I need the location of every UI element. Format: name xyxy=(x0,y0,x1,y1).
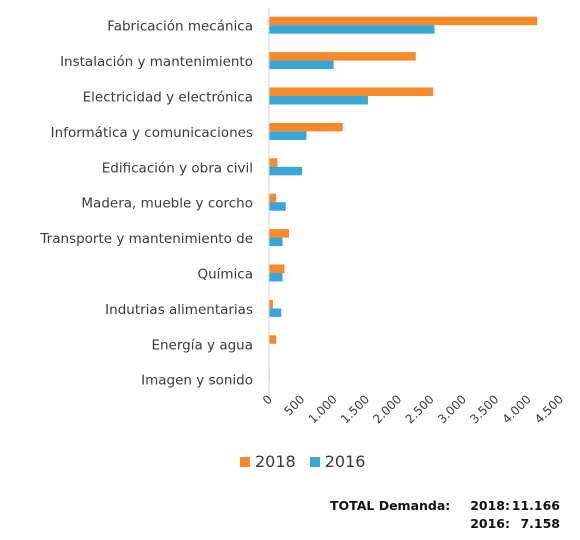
bar-2016 xyxy=(269,166,302,176)
totals-row-2018: TOTAL Demanda: 2018: 11.166 xyxy=(330,496,560,514)
x-tick-label: 0 xyxy=(260,392,275,407)
legend-swatch-2018 xyxy=(240,456,250,467)
legend-item-2016: 2016 xyxy=(309,452,366,471)
bar-2018 xyxy=(269,158,278,167)
legend-swatch-2016 xyxy=(309,456,320,467)
legend-label-2016: 2016 xyxy=(324,452,366,471)
legend: 2018 2016 xyxy=(240,452,379,471)
bar-2016 xyxy=(269,237,283,247)
totals-year-2016: 2016: xyxy=(470,515,510,531)
bars xyxy=(269,16,538,380)
bar-2018 xyxy=(269,16,538,26)
bar-2018 xyxy=(269,87,434,96)
totals-year-2018: 2018: xyxy=(470,497,510,513)
bar-2016 xyxy=(269,131,307,140)
category-label: Informática y comunicaciones xyxy=(51,125,253,141)
bar-2018 xyxy=(269,299,273,309)
bar-2016 xyxy=(269,25,435,34)
category-label: Edificación y obra civil xyxy=(102,160,253,176)
x-tick-labels: 0 5001.0001.5002.0002.5003.0003.5004.0004… xyxy=(260,392,566,426)
bar-2018 xyxy=(269,122,343,132)
x-tick-label: 3.500 xyxy=(467,392,501,426)
totals-value-2018: 11.166 xyxy=(511,497,560,513)
x-tick-label: 4.500 xyxy=(532,392,566,426)
category-label: Química xyxy=(197,267,253,283)
legend-item-2018: 2018 xyxy=(240,452,296,471)
totals-value-2016: 7.158 xyxy=(520,515,560,531)
bar-2016 xyxy=(269,202,286,211)
category-label: Imagen y sonido xyxy=(141,373,253,389)
bar-2016 xyxy=(269,308,282,317)
category-label: Electricidad y electrónica xyxy=(83,90,253,106)
bar-2016 xyxy=(269,96,368,105)
totals-block: TOTAL Demanda: 2018: 11.166 2016: 7.158 xyxy=(330,496,560,532)
category-label: Instalación y mantenimiento xyxy=(60,54,253,70)
category-label: Energía y agua xyxy=(151,337,253,353)
x-tick-label: 2.500 xyxy=(403,392,437,426)
category-labels: Fabricación mecánica Instalación y manten… xyxy=(39,19,253,389)
bar-chart: Fabricación mecánica Instalación y manten… xyxy=(39,8,566,426)
bar-2018 xyxy=(269,335,277,344)
bar-2018 xyxy=(269,229,290,238)
category-label: Transporte y mantenimiento de xyxy=(39,231,253,247)
bar-2016 xyxy=(269,273,283,282)
bar-2018 xyxy=(269,264,285,273)
x-tick-label: 2.000 xyxy=(370,392,404,426)
legend-label-2018: 2018 xyxy=(255,452,296,471)
x-tick-label: 500 xyxy=(281,392,307,418)
x-tick-label: 1.500 xyxy=(338,392,372,426)
bar-2018 xyxy=(269,52,416,61)
category-label: Indutrias alimentarias xyxy=(105,302,253,318)
category-label: Fabricación mecánica xyxy=(107,19,253,35)
totals-row-2016: 2016: 7.158 xyxy=(330,514,560,532)
x-tick-label: 1.000 xyxy=(306,392,340,426)
bar-2016 xyxy=(269,60,334,70)
category-label: Madera, mueble y corcho xyxy=(81,196,253,212)
x-tick-label: 4.000 xyxy=(500,392,534,426)
totals-label: TOTAL Demanda: xyxy=(330,497,451,513)
x-tick-label: 3.000 xyxy=(435,392,469,426)
bar-2018 xyxy=(269,193,277,203)
